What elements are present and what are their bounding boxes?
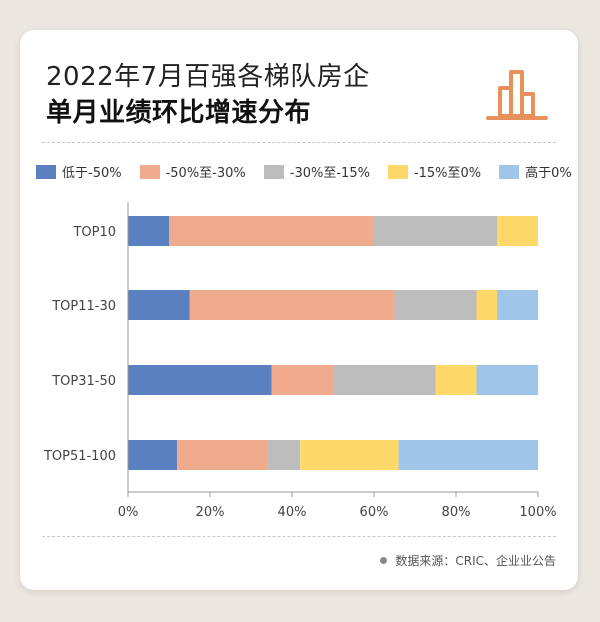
x-tick-label: 40% [278,505,307,520]
bar-segment [128,290,190,320]
bar-segment [333,365,436,395]
x-tick-label: 100% [519,505,556,520]
chart-card: 2022年7月百强各梯队房企 单月业绩环比增速分布 低于-50% -50%至-30… [20,30,578,590]
bar-segment [271,365,333,395]
x-tick-label: 0% [118,505,139,520]
footer-divider [42,536,556,537]
bar-segment [128,216,169,246]
legend-item: -50%至-30% [139,162,246,181]
legend-swatch [499,164,520,179]
legend-item: 低于-50% [36,162,122,181]
bar-segment [177,440,268,470]
chart-title-line2: 单月业绩环比增速分布 [46,98,312,128]
category-label: TOP11-30 [51,299,116,314]
title-divider [42,142,556,143]
bar-segment [128,440,178,470]
category-label: TOP31-50 [51,374,116,389]
bar-segment [435,365,477,395]
stacked-bar-chart: TOP10 TOP11-30 TOP31-50 TOP51-100 0% 20% 40% 60… [43,202,557,520]
legend-label: 低于-50% [62,166,122,181]
legend-label: -30%至-15% [289,166,370,181]
bar-segment [497,290,538,320]
x-tick-label: 60% [360,505,389,520]
bullet-dot-icon [380,557,388,564]
bar-segment [128,365,272,395]
bar-segment [476,290,497,320]
bar-chart-icon [486,70,548,120]
legend-label: -15%至0% [413,166,482,181]
bar-segment [398,440,538,470]
legend-swatch [263,164,284,179]
legend-label: 高于0% [525,166,572,181]
source-text: 数据来源：CRIC、企业业公告 [395,554,556,568]
bar-segment [169,216,374,246]
legend-label: -50%至-30% [165,166,246,181]
bar-segment [189,290,395,320]
x-tick-label: 20% [196,505,225,520]
category-label: TOP10 [72,225,116,240]
legend-item: 高于0% [499,162,572,181]
legend-item: -30%至-15% [263,162,370,181]
bar-segment [497,216,538,246]
legend-swatch [139,164,160,179]
legend-item: -15%至0% [387,162,482,181]
bar-segment [374,216,497,246]
source-note: 数据来源：CRIC、企业业公告 [380,552,556,569]
bar-segment [476,365,538,395]
x-tick-label: 80% [442,505,471,520]
bar-segment [394,290,477,320]
legend: 低于-50% -50%至-30% -30%至-15% -15%至0% 高于0% [36,162,590,181]
legend-swatch [36,164,56,179]
bar-segment [300,440,399,470]
category-label: TOP51-100 [43,449,116,464]
legend-swatch [387,164,408,179]
chart-title-line1: 2022年7月百强各梯队房企 [46,62,370,92]
bar-segment [267,440,301,470]
